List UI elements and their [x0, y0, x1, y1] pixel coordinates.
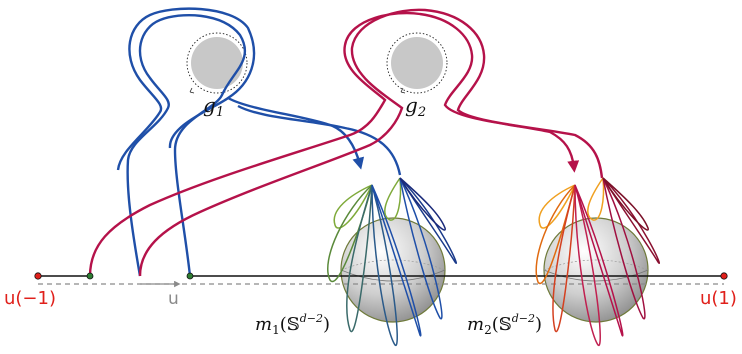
endpoint-right-dot: [720, 272, 728, 280]
crimson-loop-curve: [88, 8, 604, 277]
sphere-m2: [543, 217, 649, 323]
junction-dot-right: [186, 272, 194, 280]
label-g1: g1: [203, 93, 224, 120]
label-u-mid: u: [168, 289, 179, 309]
obstacle-g2: [386, 32, 448, 94]
label-m1: m1(𝕊d−2): [255, 312, 330, 337]
endpoint-left-dot: [34, 272, 42, 280]
label-u-left: u(−1): [4, 288, 56, 309]
fan-m2: [535, 177, 660, 346]
obstacle-g1: [186, 32, 248, 94]
junction-dot-left: [86, 272, 94, 280]
fan-m1: [327, 177, 457, 346]
blue-loop-curve: [116, 7, 402, 277]
label-g2: g2: [405, 93, 426, 120]
label-u-right: u(1): [700, 288, 737, 309]
label-m2: m2(𝕊d−2): [467, 312, 542, 337]
